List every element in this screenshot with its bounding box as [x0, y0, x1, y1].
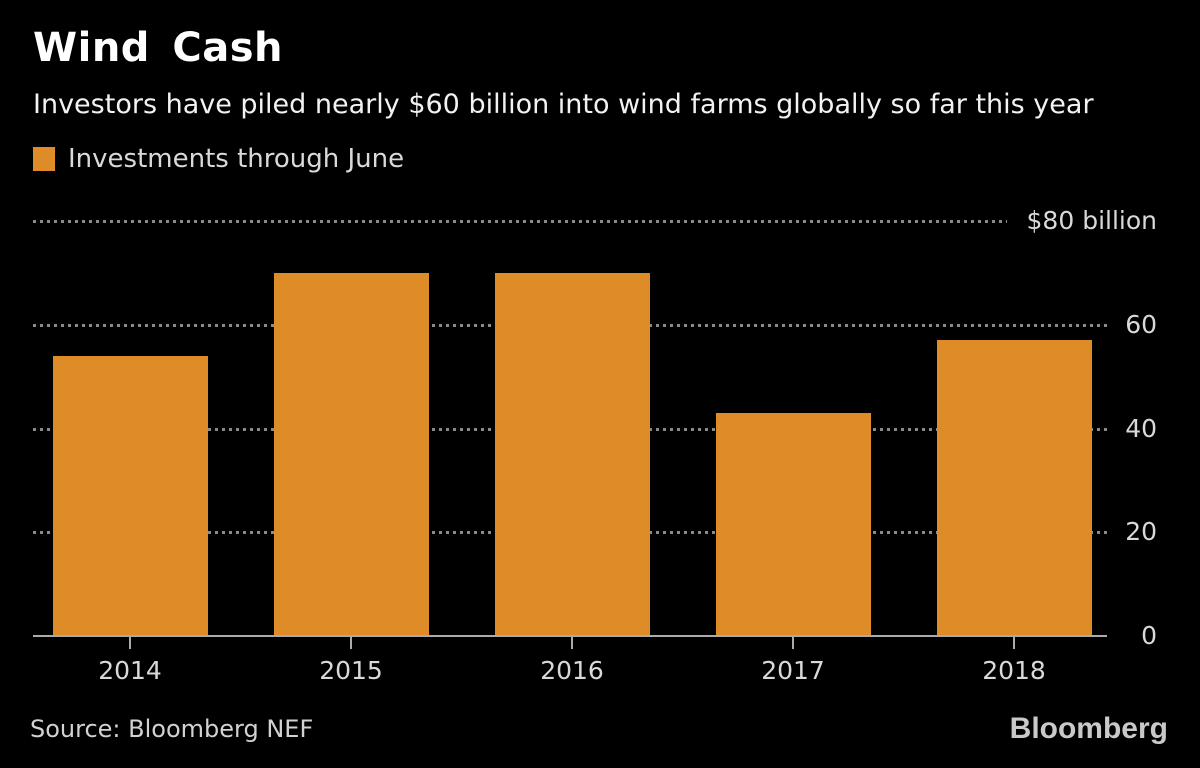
legend: Investments through June: [33, 146, 404, 172]
x-axis-line: [33, 635, 1107, 637]
bar-2017: [716, 413, 871, 636]
x-tick-2017: [792, 636, 794, 649]
x-label-2016: 2016: [540, 656, 604, 685]
x-tick-2018: [1013, 636, 1015, 649]
gridline-80: [33, 220, 1007, 223]
bar-2014: [53, 356, 208, 636]
bar-2015: [274, 273, 429, 636]
bar-2016: [495, 273, 650, 636]
y-label-80: $80 billion: [1026, 206, 1157, 235]
bar-2018: [937, 340, 1092, 636]
legend-swatch-icon: [33, 147, 55, 171]
x-tick-2014: [129, 636, 131, 649]
chart-title: Wind Cash: [33, 25, 283, 71]
x-label-2018: 2018: [982, 656, 1046, 685]
legend-label: Investments through June: [68, 144, 405, 174]
x-label-2014: 2014: [98, 656, 162, 685]
y-label-0: 0: [1141, 621, 1157, 650]
x-tick-2015: [350, 636, 352, 649]
x-tick-2016: [571, 636, 573, 649]
y-label-60: 60: [1125, 310, 1157, 339]
x-label-2017: 2017: [761, 656, 825, 685]
source-label: Source: Bloomberg NEF: [30, 715, 314, 743]
bloomberg-logo: Bloomberg: [1009, 712, 1168, 745]
chart-subtitle: Investors have piled nearly $60 billion …: [33, 89, 1094, 120]
y-label-40: 40: [1125, 414, 1157, 443]
y-label-20: 20: [1125, 517, 1157, 546]
x-label-2015: 2015: [319, 656, 383, 685]
